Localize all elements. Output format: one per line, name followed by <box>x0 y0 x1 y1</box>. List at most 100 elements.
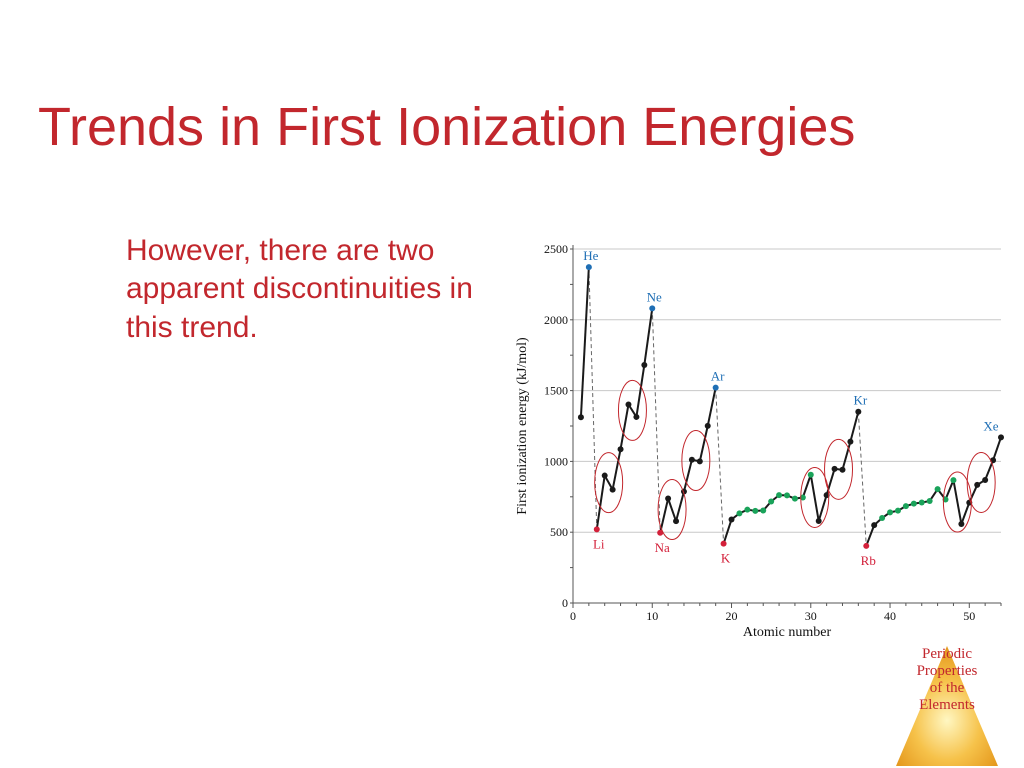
data-point <box>799 494 806 501</box>
annotation-circle <box>681 430 711 492</box>
element-label: Kr <box>853 393 867 408</box>
data-point <box>918 499 925 506</box>
x-tick-label: 50 <box>963 609 975 623</box>
series-segment <box>595 475 606 530</box>
data-point <box>815 518 822 525</box>
element-label: Ne <box>647 289 662 304</box>
data-point <box>823 492 830 499</box>
data-point <box>657 529 664 536</box>
series-segment <box>960 502 971 525</box>
data-point <box>934 486 941 493</box>
data-point <box>784 492 790 499</box>
series-segment <box>944 479 955 500</box>
x-tick-label: 0 <box>570 609 576 623</box>
series-segment <box>722 519 733 544</box>
y-tick-label: 2000 <box>544 313 568 327</box>
annotation-circle <box>824 438 854 500</box>
series-segment <box>579 267 590 418</box>
data-point <box>966 499 973 506</box>
data-point <box>998 434 1004 441</box>
period-drop-line <box>715 387 725 544</box>
x-tick-label: 40 <box>884 609 896 623</box>
data-point <box>910 500 917 507</box>
element-label: Li <box>593 536 605 551</box>
series-segment <box>635 364 646 418</box>
x-axis-label: Atomic number <box>743 625 832 640</box>
slide-title: Trends in First Ionization Energies <box>38 97 856 157</box>
annotation-circle <box>942 471 972 533</box>
period-drop-line <box>857 411 867 546</box>
badge-label: Periodic Properties of the Elements <box>916 646 978 713</box>
annotation-circle <box>594 452 624 514</box>
annotation-circle <box>617 379 647 441</box>
data-point <box>625 401 632 408</box>
period-drop-line <box>651 308 661 533</box>
series-segment <box>667 498 677 522</box>
data-point <box>807 471 814 478</box>
data-point <box>704 422 711 429</box>
data-point <box>617 446 624 453</box>
x-tick-label: 20 <box>726 609 738 623</box>
y-axis-label: First ionization energy (kJ/mol) <box>515 337 530 515</box>
data-point <box>791 495 798 502</box>
series-segment <box>841 441 852 471</box>
y-tick-label: 0 <box>562 596 568 610</box>
series-segment <box>849 411 860 442</box>
data-point <box>863 542 870 549</box>
y-tick-label: 1000 <box>544 454 568 468</box>
data-point <box>585 264 592 271</box>
data-point <box>926 498 933 505</box>
data-point <box>577 414 584 421</box>
element-label: Ar <box>711 369 725 384</box>
series-segment <box>675 491 685 522</box>
data-point <box>887 509 894 516</box>
data-point <box>871 522 878 529</box>
y-tick-label: 1500 <box>544 384 568 398</box>
data-point <box>879 515 886 522</box>
element-label: He <box>583 248 598 263</box>
element-label: Xe <box>983 418 998 433</box>
data-point <box>665 495 672 502</box>
data-point <box>641 361 648 368</box>
element-label: Na <box>655 540 670 555</box>
data-point <box>609 486 616 493</box>
data-point <box>688 456 695 463</box>
series-segment <box>952 479 963 525</box>
x-tick-label: 10 <box>646 609 658 623</box>
series-segment <box>825 468 836 496</box>
ionization-energy-chart: 0 500 1000 1500 2000 2500 0 10 20 30 40 50 Atomic nu… <box>515 242 1004 640</box>
data-point <box>696 458 703 465</box>
data-point <box>982 476 989 483</box>
series-segment <box>992 437 1002 461</box>
y-tick-label: 500 <box>550 525 568 539</box>
data-point <box>712 384 719 391</box>
data-point <box>744 506 751 513</box>
data-point <box>728 516 735 523</box>
series-segment <box>698 425 709 462</box>
data-point <box>633 413 640 420</box>
data-point <box>760 507 767 514</box>
series-segment <box>659 498 670 533</box>
data-point <box>839 466 846 473</box>
series-segment <box>643 308 654 366</box>
annotation-circle <box>800 467 830 529</box>
data-point <box>752 507 759 514</box>
annotation-circle <box>657 479 687 541</box>
series-segment <box>865 524 876 547</box>
y-tick-label: 2500 <box>544 242 568 256</box>
data-point <box>855 408 862 415</box>
data-point <box>974 481 981 488</box>
data-point <box>673 518 680 525</box>
data-point <box>593 526 600 533</box>
series-segment <box>801 474 812 498</box>
series-segment <box>817 494 828 522</box>
data-point <box>720 540 727 547</box>
body-text: However, there are two apparent disconti… <box>126 234 473 344</box>
series-segment <box>706 387 717 427</box>
series-segment <box>682 459 693 492</box>
series-segment <box>611 449 622 490</box>
data-point <box>958 520 965 527</box>
data-point <box>736 510 743 517</box>
data-point <box>894 507 901 514</box>
series-segment <box>619 404 630 450</box>
